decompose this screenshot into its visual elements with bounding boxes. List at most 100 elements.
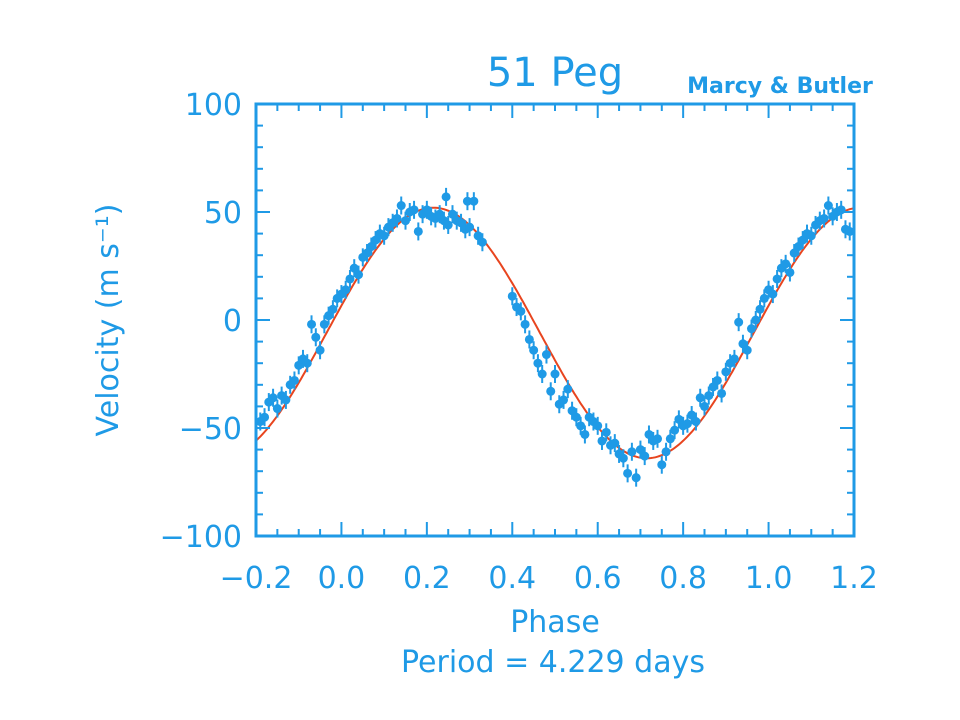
plot-frame: [254, 102, 856, 538]
data-point: [520, 319, 530, 329]
data-point: [324, 311, 334, 321]
data-point: [823, 201, 833, 211]
data-point: [541, 350, 551, 360]
data-point: [746, 324, 756, 334]
x-tick-label: 0.6: [574, 561, 622, 596]
data-point: [396, 201, 406, 211]
data-point: [413, 226, 423, 236]
data-point: [311, 332, 321, 342]
data-point: [567, 406, 577, 416]
data-point: [601, 427, 611, 437]
data-point: [708, 382, 718, 392]
data-point: [366, 242, 376, 252]
y-tick-label: −50: [179, 412, 242, 447]
data-point: [260, 412, 270, 422]
data-point: [772, 274, 782, 284]
data-point: [687, 410, 697, 420]
data-point: [682, 419, 692, 429]
data-point: [627, 447, 637, 457]
data-point: [268, 393, 278, 403]
data-point: [580, 429, 590, 439]
x-tick-label: −0.2: [220, 561, 293, 596]
data-point: [345, 274, 355, 284]
data-point: [695, 393, 705, 403]
data-point: [294, 360, 304, 370]
data-point: [644, 429, 654, 439]
data-point: [447, 209, 457, 219]
data-point: [734, 317, 744, 327]
data-point: [546, 386, 556, 396]
data-point: [272, 404, 282, 414]
data-point: [789, 248, 799, 258]
data-point: [319, 319, 329, 329]
data-point: [507, 291, 517, 301]
data-point: [563, 384, 573, 394]
data-point: [670, 425, 680, 435]
data-point: [462, 196, 472, 206]
y-tick-label: −100: [160, 520, 242, 555]
data-point: [657, 460, 667, 470]
data-point: [721, 367, 731, 377]
data-point: [806, 231, 816, 241]
x-tick-label: 0.0: [318, 561, 366, 596]
y-tick-label: 50: [204, 196, 242, 231]
data-point: [700, 401, 709, 411]
data-point: [473, 231, 483, 241]
data-point: [751, 315, 761, 325]
data-point: [785, 267, 795, 277]
data-point: [665, 434, 675, 444]
data-point: [674, 414, 684, 424]
data-point: [755, 304, 765, 314]
data-point: [524, 334, 534, 344]
data-point: [781, 259, 791, 269]
data-point: [354, 270, 364, 280]
data-point: [529, 345, 539, 355]
data-point: [819, 213, 829, 223]
data-point: [742, 345, 752, 355]
data-point: [653, 434, 663, 444]
x-tick-label: 1.0: [745, 561, 793, 596]
data-point: [793, 242, 803, 252]
data-point: [401, 216, 410, 226]
data-point: [631, 473, 641, 483]
y-tick-label: 100: [185, 88, 242, 123]
x-tick-label: 0.8: [659, 561, 707, 596]
data-point: [691, 417, 701, 427]
data-point: [571, 412, 581, 422]
data-point: [640, 451, 650, 461]
x-tick-label: 0.2: [403, 561, 451, 596]
data-point: [409, 205, 419, 215]
data-point: [435, 209, 445, 219]
data-point: [704, 391, 714, 401]
data-point: [635, 445, 645, 455]
data-point: [798, 235, 808, 245]
data-point: [422, 205, 432, 215]
y-axis-ticks: 100 50 0 −50 −100: [160, 88, 854, 555]
data-point: [533, 358, 543, 368]
fit-curve: [255, 206, 855, 460]
data-point: [623, 468, 633, 478]
data-point: [559, 395, 569, 405]
data-point: [469, 196, 479, 206]
data-point: [618, 453, 628, 463]
y-tick-label: 0: [223, 304, 242, 339]
x-tick-label: 1.2: [830, 561, 878, 596]
data-point: [281, 395, 291, 405]
data-point: [537, 369, 547, 379]
data-point: [443, 220, 453, 230]
y-axis-label: Velocity (m s⁻¹): [91, 204, 126, 437]
data-point: [341, 285, 351, 295]
data-point: [661, 447, 671, 457]
data-point: [315, 345, 325, 355]
chart-title: 51 Peg: [487, 50, 623, 96]
period-annotation: Period = 4.229 days: [401, 645, 705, 680]
data-point: [516, 306, 526, 316]
data-point: [717, 388, 727, 398]
x-axis-ticks: −0.2 0.0 0.2 0.4 0.6 0.8 1.0 1.2: [220, 104, 878, 596]
data-point: [456, 218, 466, 228]
data-point: [610, 438, 620, 448]
chart-credit: Marcy & Butler: [687, 74, 873, 99]
data-point: [465, 222, 475, 232]
data-point: [597, 436, 607, 446]
